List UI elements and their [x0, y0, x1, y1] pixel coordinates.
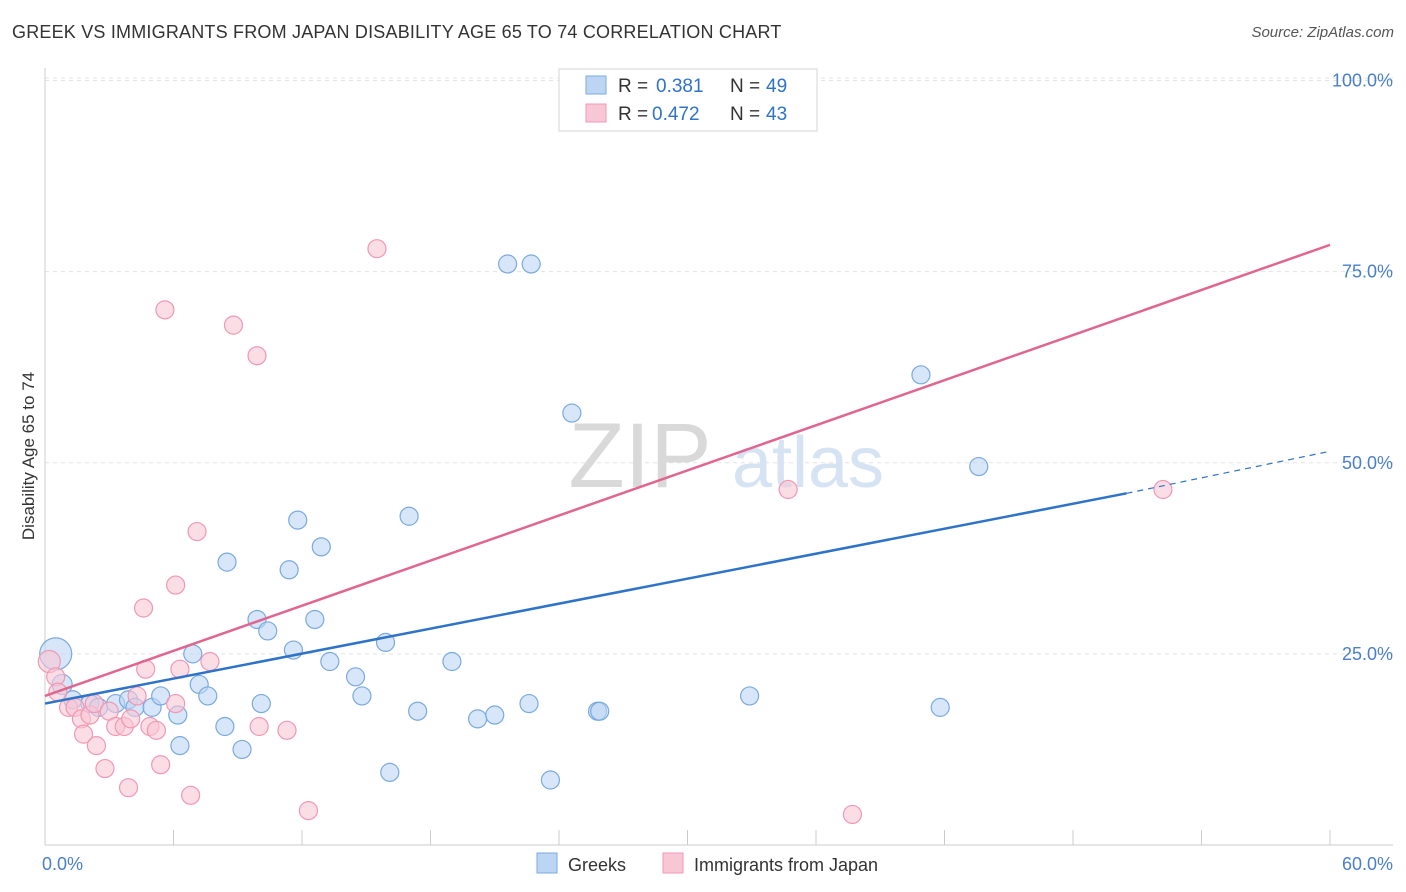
- point-series1-35: [778, 479, 798, 500]
- point-series0-11: [170, 736, 190, 756]
- legend-n-label-2: N =: [730, 104, 760, 125]
- point-series1-37: [1153, 479, 1173, 500]
- point-series0-39: [540, 770, 561, 790]
- trend-lines: [44, 243, 1331, 705]
- point-series1-23: [166, 693, 186, 714]
- point-series1-34: [367, 239, 387, 259]
- point-series1-17: [133, 598, 154, 618]
- legend-n-label-1: N =: [730, 76, 760, 97]
- point-series1-21: [151, 755, 171, 775]
- point-series0-37: [519, 693, 539, 714]
- point-series1-20: [146, 720, 166, 740]
- point-series0-44: [911, 365, 931, 385]
- watermark-atlas: atlas: [732, 423, 884, 503]
- y-tick-labels: 25.0% 50.0% 75.0% 100.0%: [1332, 71, 1393, 664]
- y-tick-label-3: 100.0%: [1332, 71, 1393, 91]
- x-tick-label-1: 60.0%: [1342, 854, 1393, 874]
- point-series1-14: [118, 778, 139, 798]
- point-series0-19: [251, 693, 271, 714]
- point-series1-29: [223, 315, 244, 335]
- x-ticks: [44, 830, 1331, 845]
- point-series0-35: [485, 705, 505, 725]
- y-tick-label-2: 75.0%: [1342, 262, 1393, 282]
- chart-title: GREEK VS IMMIGRANTS FROM JAPAN DISABILIT…: [12, 22, 782, 42]
- trend-line-series0: [44, 492, 1127, 705]
- data-points: [37, 239, 1173, 825]
- legend-bottom-swatch-greeks: [536, 852, 558, 874]
- point-series0-31: [399, 506, 419, 526]
- legend-r-value-2: 0.472: [652, 104, 700, 125]
- point-series0-14: [198, 686, 218, 706]
- point-series0-32: [408, 701, 428, 721]
- point-series0-43: [740, 686, 760, 706]
- legend-bottom-label-greeks: Greeks: [568, 855, 626, 875]
- point-series1-6: [73, 724, 94, 744]
- watermark: ZIP atlas: [568, 405, 884, 507]
- point-series0-17: [232, 739, 252, 760]
- legend-swatch-greeks: [585, 75, 607, 95]
- axes: [44, 68, 1393, 846]
- point-series0-15: [215, 716, 235, 737]
- point-series0-27: [345, 667, 366, 687]
- legend-swatch-japan: [585, 103, 607, 123]
- point-series0-25: [311, 537, 331, 557]
- point-series1-36: [842, 804, 863, 825]
- point-series0-21: [279, 560, 299, 580]
- point-series1-15: [121, 709, 141, 729]
- point-series1-24: [166, 575, 186, 595]
- point-series0-46: [969, 456, 989, 477]
- point-series1-28: [200, 651, 220, 672]
- point-series0-34: [468, 709, 488, 729]
- series-legend: Greeks Immigrants from Japan: [536, 852, 878, 875]
- point-series0-23: [288, 510, 308, 530]
- point-series1-31: [249, 716, 269, 737]
- point-series1-27: [187, 521, 207, 542]
- point-series1-16: [127, 686, 147, 706]
- point-series1-10: [95, 758, 115, 779]
- point-series0-20: [258, 621, 278, 641]
- x-tick-labels: 0.0% 60.0%: [42, 854, 1393, 874]
- point-series0-24: [305, 609, 325, 630]
- trend-line-extension-series0: [1126, 450, 1331, 494]
- gridlines: [45, 77, 1393, 655]
- x-tick-label-0: 0.0%: [42, 854, 83, 874]
- point-series0-26: [320, 651, 340, 672]
- point-series0-40: [562, 403, 582, 423]
- point-series0-9: [151, 686, 171, 706]
- point-series0-36: [498, 254, 518, 274]
- point-series0-42: [590, 701, 610, 721]
- point-series0-28: [352, 686, 372, 706]
- point-series1-9: [86, 736, 107, 756]
- legend-bottom-swatch-japan: [662, 852, 684, 874]
- watermark-zip: ZIP: [568, 405, 711, 507]
- point-series0-16: [217, 552, 237, 572]
- y-axis-label: Disability Age 65 to 74: [19, 372, 38, 540]
- point-series0-45: [930, 697, 950, 717]
- point-series0-38: [521, 254, 541, 274]
- legend-r-label-1: R =: [618, 76, 648, 97]
- legend-r-label-2: R =: [618, 104, 648, 125]
- point-series1-22: [155, 300, 175, 320]
- chart-source: Source: ZipAtlas.com: [1251, 24, 1394, 41]
- legend-stats-box: R = 0.381 N = 49 R = 0.472 N = 43: [558, 68, 818, 132]
- point-series1-33: [298, 800, 319, 821]
- y-tick-label-0: 25.0%: [1342, 644, 1393, 664]
- point-series0-33: [442, 651, 462, 672]
- point-series1-26: [181, 785, 201, 805]
- trend-line-series1: [44, 243, 1331, 698]
- legend-n-value-1: 49: [766, 76, 787, 97]
- legend-r-value-1: 0.381: [656, 76, 704, 97]
- point-series1-32: [277, 720, 297, 740]
- point-series1-30: [247, 346, 267, 366]
- point-series0-30: [380, 762, 400, 782]
- legend-n-value-2: 43: [766, 104, 787, 125]
- y-tick-label-1: 50.0%: [1342, 453, 1393, 473]
- legend-bottom-label-japan: Immigrants from Japan: [694, 855, 878, 875]
